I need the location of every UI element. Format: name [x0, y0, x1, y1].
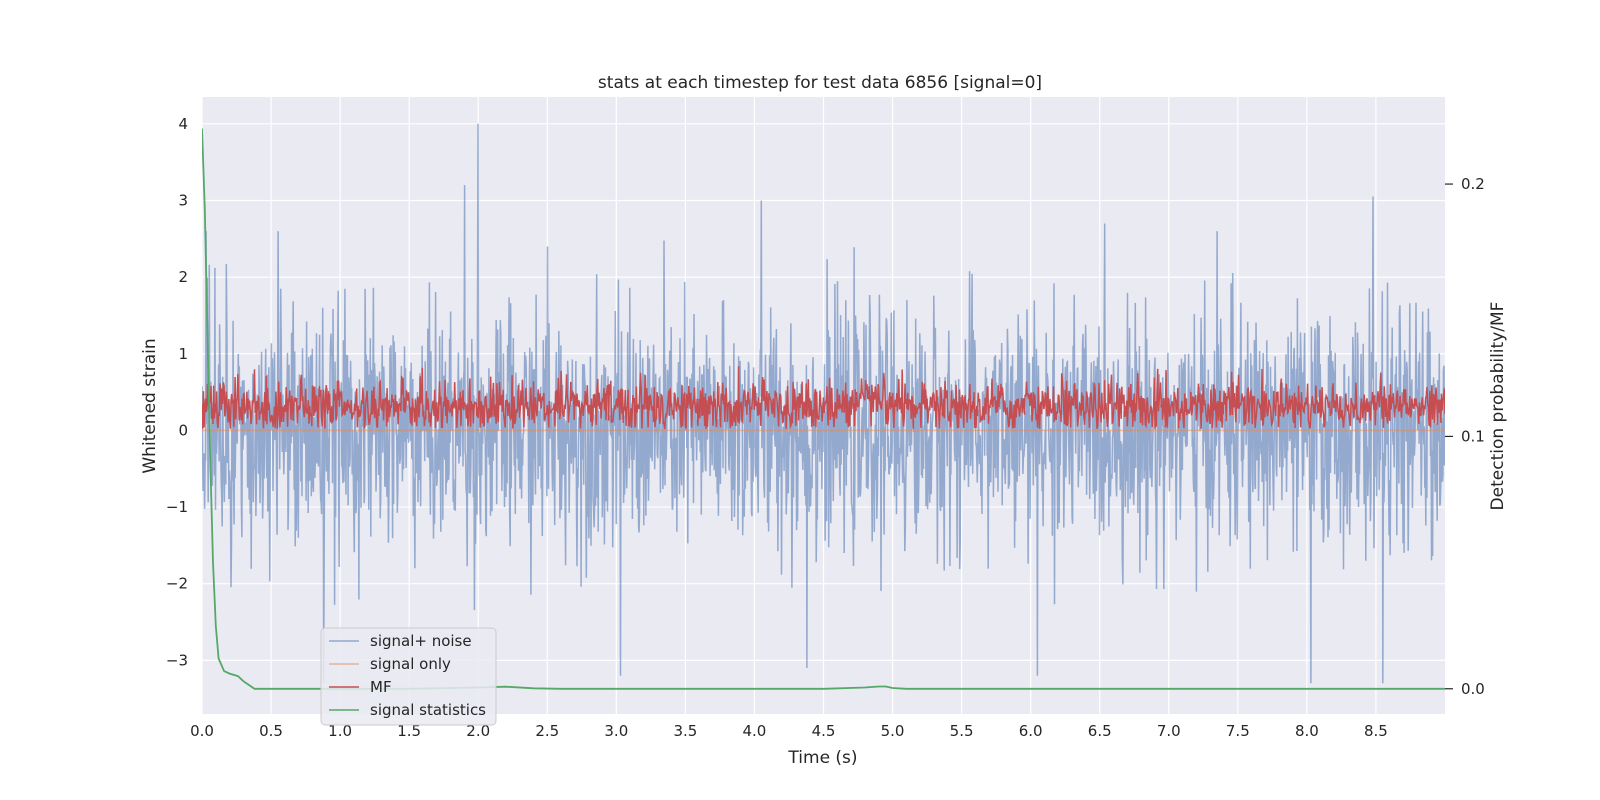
y-axis-label: Whitened strain [140, 338, 160, 473]
series-line-signal-statistics [202, 128, 1445, 690]
x-axis-label: Time (s) [787, 748, 857, 768]
plot-series [202, 123, 1445, 690]
legend-label-signal-only: signal only [370, 655, 451, 673]
x-tick-label: 2.0 [466, 722, 490, 740]
y2-tick-label: 0.2 [1461, 175, 1485, 193]
y2-axis-label: Detection probability/MF [1488, 302, 1508, 511]
x-tick-label: 8.5 [1364, 722, 1388, 740]
x-tick-label: 0.5 [259, 722, 283, 740]
y-tick-label: 0 [178, 421, 188, 439]
y2-axis-ticks: 0.0 0.1 0.2 [1445, 175, 1485, 698]
x-tick-label: 4.0 [743, 722, 767, 740]
x-tick-label: 3.0 [604, 722, 628, 740]
y-tick-label: −1 [166, 498, 188, 516]
x-tick-label: 5.5 [950, 722, 974, 740]
x-tick-label: 7.0 [1157, 722, 1181, 740]
x-axis-ticks: 0.0 0.5 1.0 1.5 2.0 2.5 3.0 3.5 4.0 4.5 5.0 5.5 6.0 6… [190, 722, 1388, 740]
series-line-signal-noise [202, 123, 1445, 684]
legend-label-signal-statistics: signal statistics [370, 701, 486, 719]
x-tick-label: 4.5 [812, 722, 836, 740]
y-tick-label: 1 [178, 345, 188, 363]
x-tick-label: 5.0 [881, 722, 905, 740]
y-tick-label: −2 [166, 575, 188, 593]
y-tick-label: 2 [178, 268, 188, 286]
series-line-mf [202, 366, 1445, 430]
x-tick-label: 6.0 [1019, 722, 1043, 740]
legend-label-mf: MF [370, 678, 392, 696]
legend-box [320, 627, 497, 726]
x-tick-label: 7.5 [1226, 722, 1250, 740]
y2-tick-label: 0.1 [1461, 427, 1485, 445]
y2-tick-label: 0.0 [1461, 680, 1485, 698]
x-tick-label: 1.5 [397, 722, 421, 740]
y-tick-label: 4 [178, 115, 188, 133]
y-tick-label: 3 [178, 191, 188, 209]
x-tick-label: 3.5 [673, 722, 697, 740]
x-tick-label: 0.0 [190, 722, 214, 740]
x-tick-label: 1.0 [328, 722, 352, 740]
legend-label-signal-noise: signal+ noise [370, 632, 472, 650]
x-tick-label: 8.0 [1295, 722, 1319, 740]
y-axis-ticks: −3 −2 −1 0 1 2 3 4 [166, 115, 188, 670]
x-tick-label: 2.5 [535, 722, 559, 740]
y-tick-label: −3 [166, 651, 188, 669]
legend: signal+ noise signal only MF signal stat… [320, 627, 497, 726]
x-tick-label: 6.5 [1088, 722, 1112, 740]
chart-title: stats at each timestep for test data 685… [598, 73, 1042, 93]
